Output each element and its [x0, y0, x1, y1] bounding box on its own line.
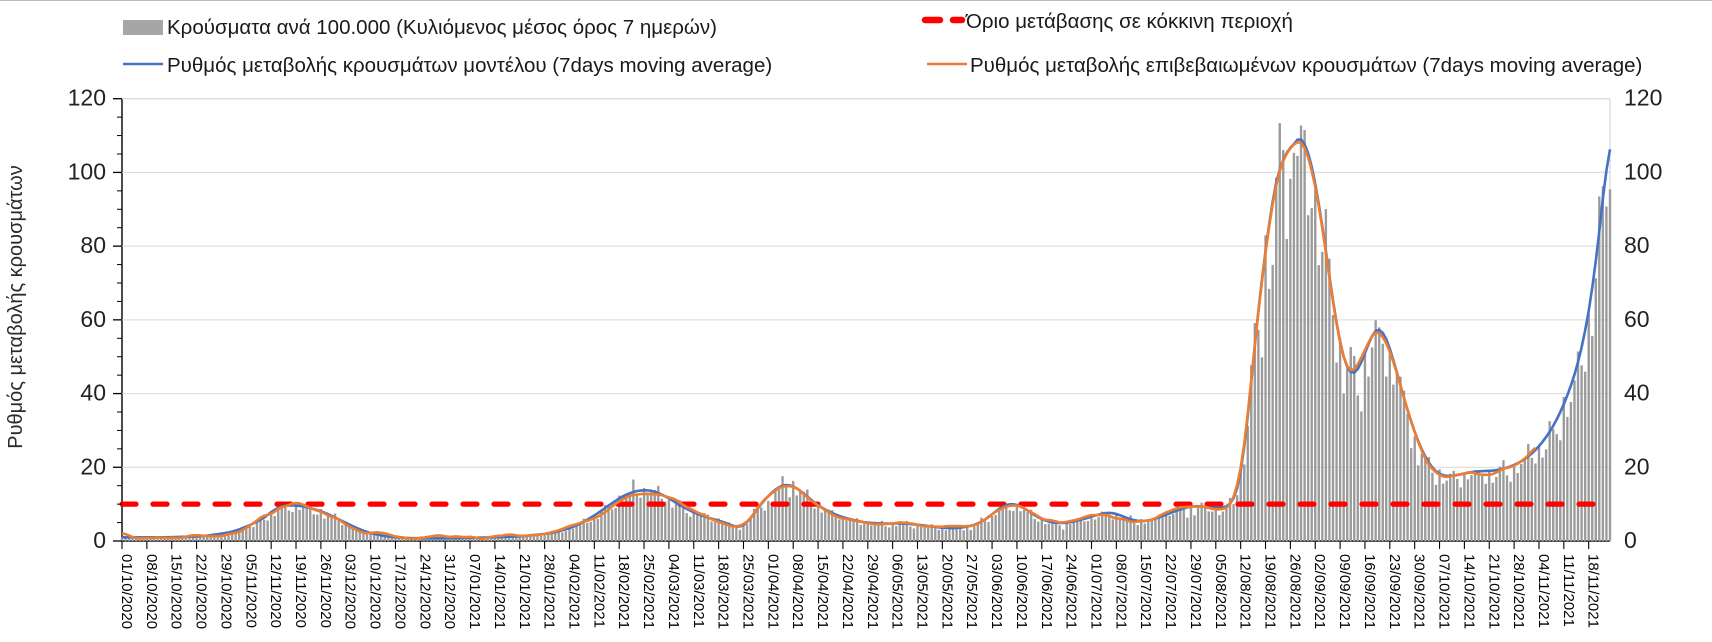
svg-text:03/12/2020: 03/12/2020: [342, 554, 359, 629]
svg-text:10/12/2020: 10/12/2020: [367, 554, 384, 629]
svg-text:06/05/2021: 06/05/2021: [889, 554, 906, 629]
svg-text:18/11/2021: 18/11/2021: [1585, 554, 1602, 628]
svg-text:09/09/2021: 09/09/2021: [1336, 554, 1353, 629]
svg-text:11/02/2021: 11/02/2021: [590, 554, 607, 628]
svg-text:0: 0: [93, 527, 106, 553]
svg-text:40: 40: [80, 380, 106, 406]
svg-text:80: 80: [1624, 232, 1650, 258]
svg-text:04/02/2021: 04/02/2021: [565, 554, 582, 629]
svg-text:21/01/2021: 21/01/2021: [516, 554, 533, 629]
svg-text:30/09/2021: 30/09/2021: [1411, 554, 1428, 629]
svg-text:29/07/2021: 29/07/2021: [1187, 554, 1204, 629]
svg-text:Κρούσματα ανά 100.000 (Κυλιόμε: Κρούσματα ανά 100.000 (Κυλιόμενος μέσος …: [167, 16, 717, 39]
svg-text:08/07/2021: 08/07/2021: [1112, 554, 1129, 629]
svg-text:19/11/2020: 19/11/2020: [292, 554, 309, 628]
svg-text:05/08/2021: 05/08/2021: [1212, 554, 1229, 629]
svg-text:28/10/2021: 28/10/2021: [1510, 554, 1527, 629]
svg-text:22/07/2021: 22/07/2021: [1162, 554, 1179, 629]
svg-text:14/01/2021: 14/01/2021: [491, 554, 508, 629]
svg-text:17/06/2021: 17/06/2021: [1038, 554, 1055, 629]
svg-text:08/10/2020: 08/10/2020: [143, 554, 160, 629]
svg-text:15/07/2021: 15/07/2021: [1137, 554, 1154, 629]
svg-text:0: 0: [1624, 527, 1637, 553]
svg-text:14/10/2021: 14/10/2021: [1460, 554, 1477, 629]
svg-text:20/05/2021: 20/05/2021: [938, 554, 955, 629]
svg-text:05/11/2020: 05/11/2020: [242, 554, 259, 628]
svg-text:21/10/2021: 21/10/2021: [1485, 554, 1502, 629]
svg-text:20: 20: [80, 453, 106, 479]
svg-text:25/02/2021: 25/02/2021: [640, 554, 657, 629]
svg-text:100: 100: [68, 158, 106, 184]
svg-text:10/06/2021: 10/06/2021: [1013, 554, 1030, 629]
svg-text:Ρυθμός μεταβολής κρουσμάτων μο: Ρυθμός μεταβολής κρουσμάτων μοντέλου (7d…: [167, 54, 772, 77]
svg-text:13/05/2021: 13/05/2021: [913, 554, 930, 629]
svg-text:11/03/2021: 11/03/2021: [690, 554, 707, 628]
svg-text:120: 120: [68, 85, 106, 111]
svg-text:27/05/2021: 27/05/2021: [963, 554, 980, 629]
svg-text:24/06/2021: 24/06/2021: [1063, 554, 1080, 629]
svg-text:18/02/2021: 18/02/2021: [615, 554, 632, 629]
svg-text:01/04/2021: 01/04/2021: [764, 554, 781, 629]
svg-text:15/04/2021: 15/04/2021: [814, 554, 831, 629]
svg-text:28/01/2021: 28/01/2021: [541, 554, 558, 629]
svg-text:17/12/2020: 17/12/2020: [391, 554, 408, 629]
svg-text:25/03/2021: 25/03/2021: [739, 554, 756, 629]
svg-text:12/11/2020: 12/11/2020: [267, 554, 284, 628]
svg-text:60: 60: [1624, 306, 1650, 332]
svg-text:08/04/2021: 08/04/2021: [789, 554, 806, 629]
svg-text:15/10/2020: 15/10/2020: [168, 554, 185, 629]
svg-text:18/03/2021: 18/03/2021: [715, 554, 732, 629]
svg-text:80: 80: [80, 232, 106, 258]
svg-text:Ρυθμός μεταβολής κρουσμάτων: Ρυθμός μεταβολής κρουσμάτων: [5, 165, 27, 449]
svg-text:60: 60: [80, 306, 106, 332]
svg-text:22/04/2021: 22/04/2021: [839, 554, 856, 629]
svg-text:40: 40: [1624, 380, 1650, 406]
svg-text:01/10/2020: 01/10/2020: [118, 554, 135, 629]
svg-text:03/06/2021: 03/06/2021: [988, 554, 1005, 629]
svg-text:01/07/2021: 01/07/2021: [1088, 554, 1105, 629]
svg-text:100: 100: [1624, 158, 1662, 184]
svg-text:26/08/2021: 26/08/2021: [1286, 554, 1303, 629]
svg-text:02/09/2021: 02/09/2021: [1311, 554, 1328, 629]
svg-text:19/08/2021: 19/08/2021: [1262, 554, 1279, 629]
svg-text:Ρυθμός μεταβολής επιβεβαιωμένω: Ρυθμός μεταβολής επιβεβαιωμένων κρουσμάτ…: [970, 54, 1642, 77]
svg-text:12/08/2021: 12/08/2021: [1237, 554, 1254, 629]
svg-text:26/11/2020: 26/11/2020: [317, 554, 334, 628]
svg-text:11/11/2021: 11/11/2021: [1560, 554, 1577, 627]
svg-text:04/11/2021: 04/11/2021: [1535, 554, 1552, 628]
svg-text:29/10/2020: 29/10/2020: [217, 554, 234, 629]
svg-text:Όριο μετάβασης σε κόκκινη περ: Όριο μετάβασης σε κόκκινη περιοχή: [965, 10, 1293, 33]
svg-text:120: 120: [1624, 85, 1662, 111]
svg-text:29/04/2021: 29/04/2021: [864, 554, 881, 629]
svg-text:16/09/2021: 16/09/2021: [1361, 554, 1378, 629]
svg-text:20: 20: [1624, 453, 1650, 479]
svg-text:07/10/2021: 07/10/2021: [1436, 554, 1453, 629]
svg-text:31/12/2020: 31/12/2020: [441, 554, 458, 629]
svg-text:07/01/2021: 07/01/2021: [466, 554, 483, 629]
svg-text:22/10/2020: 22/10/2020: [193, 554, 210, 629]
svg-text:23/09/2021: 23/09/2021: [1386, 554, 1403, 629]
svg-text:04/03/2021: 04/03/2021: [665, 554, 682, 629]
svg-text:24/12/2020: 24/12/2020: [416, 554, 433, 629]
